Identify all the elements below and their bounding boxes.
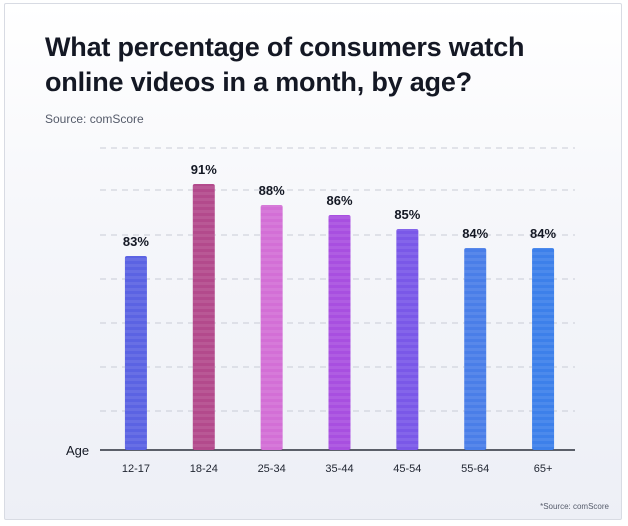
x-axis-title: Age	[66, 443, 89, 458]
x-tick-45-54: 45-54	[393, 463, 421, 475]
value-label-65+: 84%	[530, 226, 556, 241]
bar-texture-55-64	[464, 248, 487, 450]
grid-lines	[100, 147, 575, 451]
value-label-25-34: 88%	[259, 183, 285, 198]
chart-source: Source: comScore	[45, 112, 144, 126]
chart-title: What percentage of consumers watch onlin…	[45, 32, 525, 97]
value-label-45-54: 85%	[394, 207, 420, 222]
x-tick-25-34: 25-34	[258, 463, 286, 475]
x-tick-18-24: 18-24	[190, 463, 218, 475]
value-label-55-64: 84%	[462, 226, 488, 241]
value-label-18-24: 91%	[191, 162, 217, 177]
bars	[124, 184, 555, 450]
bar-texture-12-17	[124, 256, 147, 450]
bar-texture-18-24	[192, 184, 215, 450]
x-tick-55-64: 55-64	[461, 463, 489, 475]
bar-texture-25-34	[260, 205, 283, 450]
value-labels: 83% 91% 88% 86% 85% 84% 84%	[123, 162, 557, 249]
bar-texture-65+	[532, 248, 555, 450]
x-tick-labels: 12-17 18-24 25-34 35-44 45-54 55-64 65+	[122, 463, 553, 475]
chart-footnote: *Source: comScore	[540, 502, 609, 511]
value-label-35-44: 86%	[326, 193, 352, 208]
value-label-12-17: 83%	[123, 234, 149, 249]
x-tick-35-44: 35-44	[325, 463, 353, 475]
bar-texture-45-54	[396, 229, 419, 450]
bar-texture-35-44	[328, 215, 351, 450]
x-tick-65+: 65+	[534, 463, 553, 475]
chart-card: What percentage of consumers watch onlin…	[4, 3, 622, 520]
x-tick-12-17: 12-17	[122, 463, 150, 475]
